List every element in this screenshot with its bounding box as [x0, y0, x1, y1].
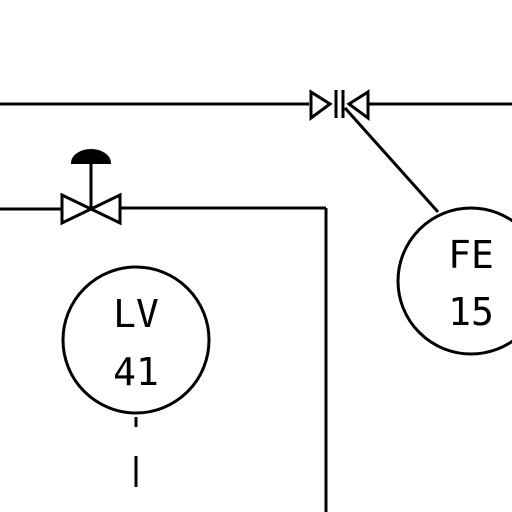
- instrument-function: LV: [113, 292, 159, 336]
- valve-body-left: [60, 192, 95, 226]
- instrument-function: FE: [448, 233, 494, 277]
- diaphragm-actuator-icon: [70, 149, 112, 164]
- flow-element-left-wedge: [309, 89, 333, 121]
- instrument-loop-number: 41: [113, 350, 159, 394]
- valve-body-right: [87, 192, 122, 226]
- flow-element-right-wedge: [346, 89, 370, 121]
- bubble-circle: [61, 265, 211, 415]
- instrument-loop-number: 15: [448, 290, 494, 334]
- instrument-bubble-lv41: LV 41: [61, 265, 211, 415]
- control-valve-symbol: [60, 149, 122, 226]
- fe-leader-line: [343, 107, 440, 213]
- flow-element-symbol: [309, 89, 370, 121]
- control-valve-line: [0, 206, 328, 512]
- instrument-bubble-fe15: FE 15: [396, 206, 512, 356]
- bubble-circle: [396, 206, 512, 356]
